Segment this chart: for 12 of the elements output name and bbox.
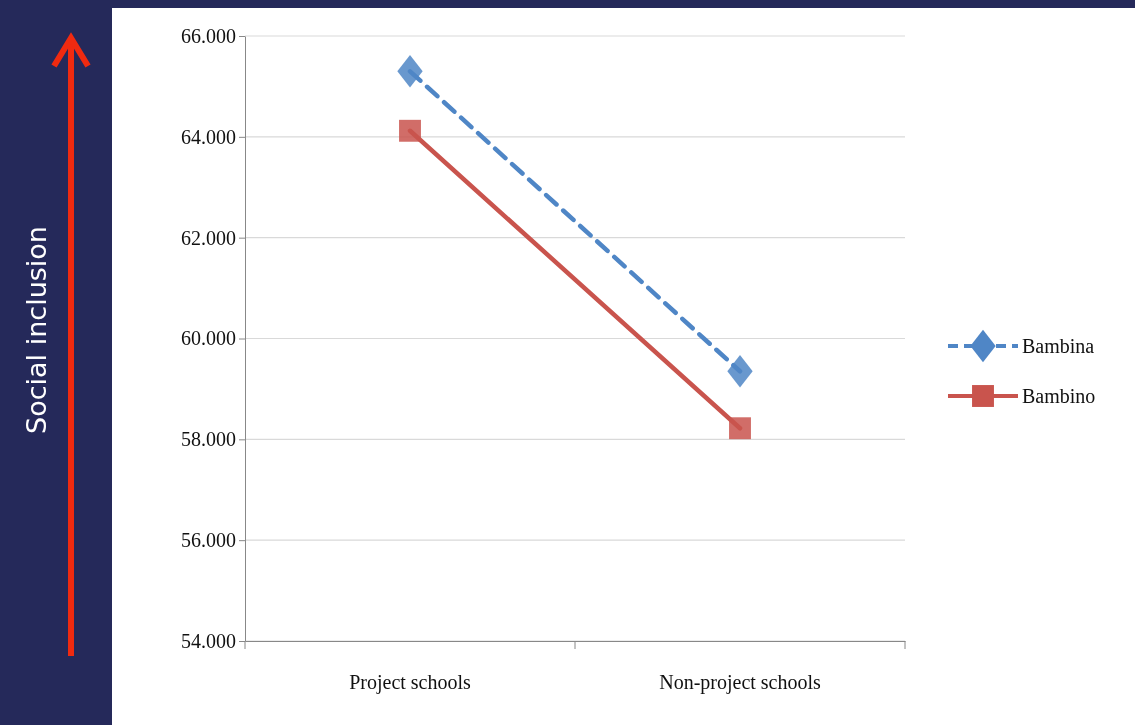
y-axis-title: Social inclusion (21, 226, 52, 434)
legend-label: Bambino (1022, 385, 1096, 407)
y-tick-label: 60.000 (181, 327, 236, 350)
y-tick-label: 62.000 (181, 226, 236, 249)
x-tick-label: Project schools (349, 671, 472, 695)
legend-label: Bambina (1022, 335, 1095, 357)
x-tick-label: Non-project schools (659, 671, 822, 695)
y-tick-label: 64.000 (181, 125, 236, 148)
y-tick-label: 56.000 (181, 529, 236, 552)
y-tick-label: 54.000 (181, 629, 236, 652)
y-tick-label: 58.000 (181, 428, 236, 451)
y-tick-label: 66.000 (181, 24, 236, 47)
